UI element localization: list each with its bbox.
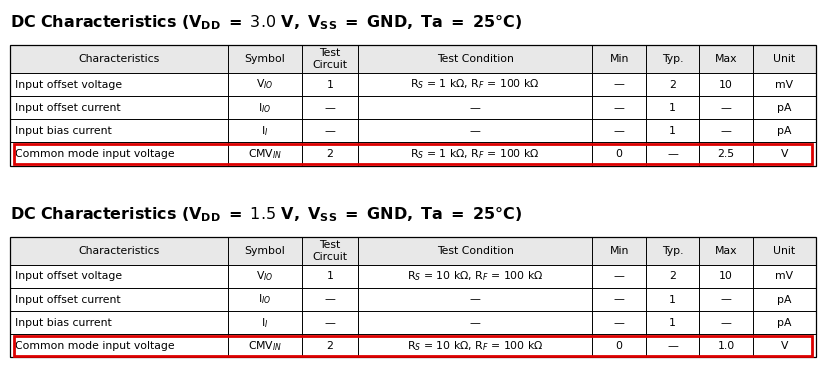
Text: 2: 2 [669,271,676,281]
Text: pA: pA [777,295,791,305]
Text: —: — [470,318,481,328]
Text: 0: 0 [615,341,623,351]
Text: —: — [470,103,481,113]
Text: —: — [470,295,481,305]
Text: —: — [720,295,732,305]
Text: V: V [781,149,788,159]
Text: Symbol: Symbol [244,54,285,64]
Text: Typ.: Typ. [662,246,683,256]
Text: —: — [720,318,732,328]
Text: 2: 2 [326,341,334,351]
Text: Symbol: Symbol [244,246,285,256]
Text: —: — [325,103,335,113]
Text: —: — [614,295,624,305]
Text: Input offset voltage: Input offset voltage [15,271,122,281]
Text: —: — [720,126,732,136]
Text: pA: pA [777,318,791,328]
Text: 1: 1 [326,80,334,90]
Text: Typ.: Typ. [662,54,683,64]
Text: Common mode input voltage: Common mode input voltage [15,341,174,351]
Text: 1.0: 1.0 [718,341,734,351]
Text: —: — [470,126,481,136]
Text: 10: 10 [719,271,733,281]
Text: —: — [614,271,624,281]
Bar [13,336,813,356]
Text: Test
Circuit: Test Circuit [312,240,348,262]
Text: I$_{IO}$: I$_{IO}$ [259,293,272,306]
Text: Characteristics: Characteristics [78,54,159,64]
Text: Max: Max [714,54,738,64]
Text: 2.5: 2.5 [718,149,734,159]
Text: Common mode input voltage: Common mode input voltage [15,149,174,159]
Text: Unit: Unit [773,54,795,64]
Text: Input offset current: Input offset current [15,103,121,113]
Text: CMV$_{IN}$: CMV$_{IN}$ [248,339,282,353]
Bar [13,144,813,164]
Text: 2: 2 [326,149,334,159]
Bar [10,45,816,73]
Text: V$_{IO}$: V$_{IO}$ [256,78,273,91]
Text: Input offset current: Input offset current [15,295,121,305]
Text: 1: 1 [326,271,334,281]
Text: CMV$_{IN}$: CMV$_{IN}$ [248,147,282,161]
Text: I$_I$: I$_I$ [261,124,268,138]
Text: mV: mV [776,271,794,281]
Text: —: — [667,149,678,159]
Text: 0: 0 [615,149,623,159]
Text: —: — [325,318,335,328]
Text: V$_{IO}$: V$_{IO}$ [256,269,273,283]
Text: 1: 1 [669,318,676,328]
Text: Min: Min [610,246,629,256]
Text: —: — [614,318,624,328]
Text: —: — [325,295,335,305]
Text: Input offset voltage: Input offset voltage [15,80,122,90]
Text: R$_S$ = 1 kΩ, R$_F$ = 100 kΩ: R$_S$ = 1 kΩ, R$_F$ = 100 kΩ [411,78,540,91]
Text: Characteristics: Characteristics [78,246,159,256]
Text: 1: 1 [669,295,676,305]
Text: Input bias current: Input bias current [15,318,112,328]
Text: —: — [325,126,335,136]
Text: —: — [667,341,678,351]
Text: I$_I$: I$_I$ [261,316,268,330]
Text: R$_S$ = 10 kΩ, R$_F$ = 100 kΩ: R$_S$ = 10 kΩ, R$_F$ = 100 kΩ [407,339,544,353]
Bar [10,237,816,357]
Text: Test
Circuit: Test Circuit [312,48,348,70]
Text: Input bias current: Input bias current [15,126,112,136]
Text: pA: pA [777,126,791,136]
Text: $\bf{DC\ Characteristics\ (V_{DD}\ =\ }$3.0$\bf{\ V,\ V_{SS}\ =\ GND,\ Ta\ =\ 25: $\bf{DC\ Characteristics\ (V_{DD}\ =\ }$… [10,14,522,32]
Text: 10: 10 [719,80,733,90]
Text: —: — [614,103,624,113]
Text: Test Condition: Test Condition [437,54,514,64]
Text: Min: Min [610,54,629,64]
Text: —: — [720,103,732,113]
Text: Max: Max [714,246,738,256]
Text: R$_S$ = 10 kΩ, R$_F$ = 100 kΩ: R$_S$ = 10 kΩ, R$_F$ = 100 kΩ [407,269,544,283]
Text: R$_S$ = 1 kΩ, R$_F$ = 100 kΩ: R$_S$ = 1 kΩ, R$_F$ = 100 kΩ [411,147,540,161]
Bar [10,237,816,265]
Text: Test Condition: Test Condition [437,246,514,256]
Text: —: — [614,80,624,90]
Text: 1: 1 [669,126,676,136]
Text: pA: pA [777,103,791,113]
Text: $\bf{DC\ Characteristics\ (V_{DD}\ =\ }$1.5$\bf{\ V,\ V_{SS}\ =\ GND,\ Ta\ =\ 25: $\bf{DC\ Characteristics\ (V_{DD}\ =\ }$… [10,205,522,224]
Text: —: — [614,126,624,136]
Text: V: V [781,341,788,351]
Text: Unit: Unit [773,246,795,256]
Text: I$_{IO}$: I$_{IO}$ [259,101,272,115]
Bar [10,45,816,166]
Text: 1: 1 [669,103,676,113]
Text: mV: mV [776,80,794,90]
Text: 2: 2 [669,80,676,90]
